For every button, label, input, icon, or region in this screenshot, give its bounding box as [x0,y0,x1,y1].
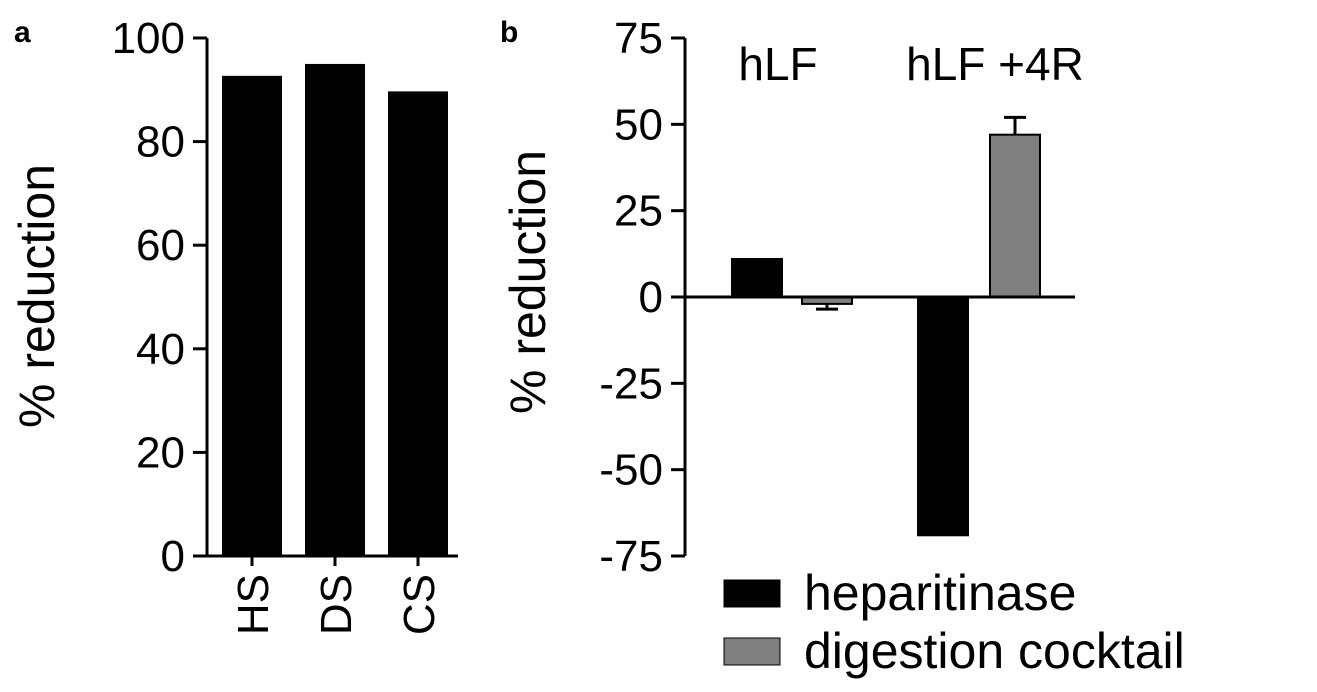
legend-label: digestion cocktail [804,623,1185,679]
y-tick-label: 100 [112,14,185,63]
panel-a-x-ticks: HS DS CS [229,556,444,635]
y-tick-label: 25 [614,187,663,236]
bar-heparitinase [917,296,969,537]
y-tick-label: -50 [599,446,663,495]
panel-a-y-axis-label: % reduction [9,164,65,428]
y-tick-label: 60 [136,221,185,270]
y-tick-label: 50 [614,100,663,149]
panel-a-chart: a % reduction 0 20 40 60 80 100 HS DS CS [9,14,458,635]
x-tick-label: HS [229,574,278,635]
x-tick-label: CS [395,574,444,635]
panel-b-group-labels: hLF hLF +4R [738,38,1083,90]
y-tick-label: 75 [614,14,663,63]
bar-CS [388,91,448,557]
panel-label-b: b [500,16,518,49]
panel-a-bars [222,63,448,557]
bar-heparitinase [731,258,783,299]
y-tick-label: 0 [639,273,663,322]
panel-label-a: a [14,16,31,49]
panel-b-y-ticks: -75 -50 -25 0 25 50 75 [599,14,685,581]
y-tick-label: 80 [136,118,185,167]
legend-swatch [723,637,781,666]
legend-swatch [723,579,781,608]
bar-HS [222,75,282,557]
group-label: hLF [738,38,817,90]
panel-b-chart: b % reduction -75 -50 -25 0 25 50 75 hLF hLF +4… [500,14,1185,679]
panel-a-y-ticks: 0 20 40 60 80 100 [112,14,207,581]
y-tick-label: 40 [136,325,185,374]
y-tick-label: 0 [161,532,185,581]
panel-b-y-axis-label: % reduction [500,150,556,414]
bar-DS [305,63,365,557]
panel-b-bars [731,115,1041,537]
legend-label: heparitinase [804,565,1076,621]
y-tick-label: -25 [599,359,663,408]
y-tick-label: 20 [136,428,185,477]
x-tick-label: DS [312,574,361,635]
group-label: hLF +4R [906,38,1084,90]
y-tick-label: -75 [599,532,663,581]
bar-digestion-cocktail [989,133,1041,298]
